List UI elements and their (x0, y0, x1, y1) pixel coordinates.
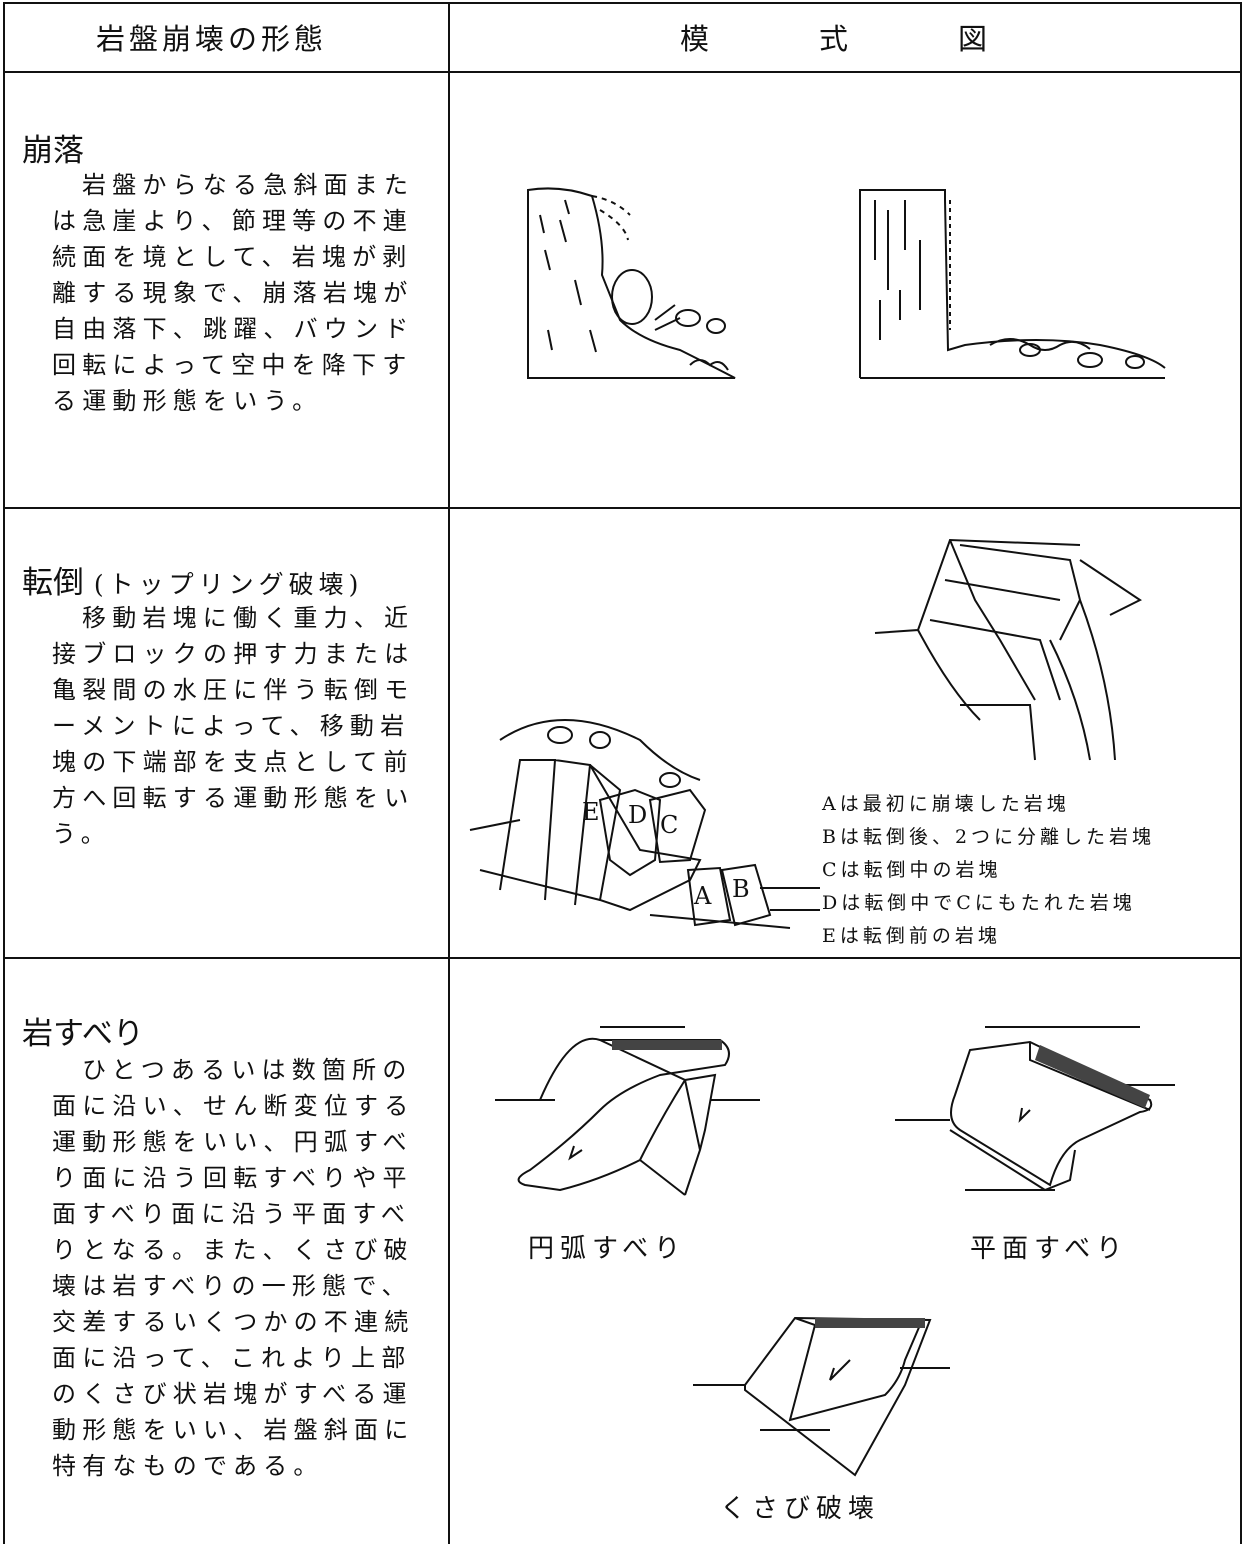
block-label: E (582, 798, 600, 826)
description-line: 方へ回転する運動形態をい (52, 784, 415, 812)
description-line: 離する現象で、崩落岩塊が (52, 279, 414, 307)
description-line: り面に沿う回転すべりや平 (52, 1164, 413, 1192)
description-line: 壊は岩すべりの一形態で、 (52, 1272, 412, 1300)
description-line: 亀裂間の水圧に伴う転倒モ (52, 676, 415, 704)
caption: くさび破壊 (720, 1494, 881, 1524)
block-label: C (660, 811, 678, 839)
legend-line: Cは転倒中の岩塊 (822, 859, 1002, 881)
description: 移動岩塊に働く重力、近接ブロックの押す力または 亀裂間の水圧に伴う転倒モ ーメントに… (52, 600, 414, 852)
description-line: る運動形態をいう。 (52, 387, 323, 415)
header-cell: 模式図 (680, 22, 1098, 56)
legend: Aは最初に崩壊した岩塊 Bは転倒後、2つに分離した岩塊 Cは転倒中の岩塊 Dは転倒中で… (822, 788, 1155, 953)
description-line: 運動形態をいい、円弧すべ (52, 1128, 413, 1156)
description-line: 面に沿って、これより上部 (52, 1344, 412, 1372)
description-line: 自由落下、跳躍、バウンド (52, 315, 415, 343)
rockfall-diagram (527, 187, 1166, 379)
row-title: 転倒 (トップリング破壊) (22, 557, 363, 602)
header-cell: 岩盤崩壊の形態 (96, 22, 328, 56)
title-text: 転倒 (22, 565, 84, 601)
legend-line: Dは転倒中でCにもたれた岩塊 (822, 892, 1136, 914)
description: ひとつあるいは数箇所の面に沿い、せん断変位する 運動形態をいい、円弧すべ り面に沿う… (52, 1052, 414, 1484)
caption: 円弧すべり (528, 1234, 687, 1264)
description-line: りとなる。また、くさび破 (52, 1236, 414, 1264)
description-line: ひとつあるいは数箇所の (82, 1056, 413, 1084)
table-borders (3, 2, 1242, 1544)
description-line: 接ブロックの押す力または (52, 640, 415, 668)
description-line: 動形態をいい、岩盤斜面に (52, 1416, 415, 1444)
description-line: 回転によって空中を降下す (52, 351, 413, 379)
description-line: 面に沿い、せん断変位する (52, 1092, 415, 1120)
row-title: 崩落 (22, 133, 84, 169)
description: 岩盤からなる急斜面または急崖より、節理等の不連 続面を境として、岩塊が剥 離する現象… (52, 167, 414, 419)
caption: 平面すべり (970, 1234, 1129, 1264)
description-line: 続面を境として、岩塊が剥 (52, 243, 413, 271)
block-label: D (628, 801, 647, 829)
legend-line: Aは最初に崩壊した岩塊 (822, 793, 1070, 815)
description-line: は急崖より、節理等の不連 (52, 207, 413, 235)
description-line: 塊の下端部を支点として前 (52, 748, 414, 776)
sliding-diagrams (495, 1026, 1175, 1477)
toppling-diagram: E D C A B (469, 538, 1142, 929)
description-line: 移動岩塊に働く重力、近 (82, 604, 415, 632)
description-line: 特有なものである。 (52, 1452, 324, 1480)
description-line: 岩盤からなる急斜面また (82, 171, 415, 199)
description-line: 交差するいくつかの不連続 (52, 1308, 415, 1336)
description-line: 面すべり面に沿う平面すべ (52, 1200, 412, 1228)
block-label: A (693, 882, 712, 910)
description-line: ーメントによって、移動岩 (52, 712, 411, 740)
description-line: う。 (52, 820, 111, 848)
legend-line: Bは転倒後、2つに分離した岩塊 (822, 826, 1156, 848)
legend-line: Eは転倒前の岩塊 (822, 925, 1001, 947)
block-label: B (732, 875, 750, 903)
row-title: 岩すべり (22, 1016, 144, 1052)
description-line: のくさび状岩塊がすべる運 (52, 1380, 413, 1408)
row-subtitle: (トップリング破壊) (93, 570, 364, 599)
